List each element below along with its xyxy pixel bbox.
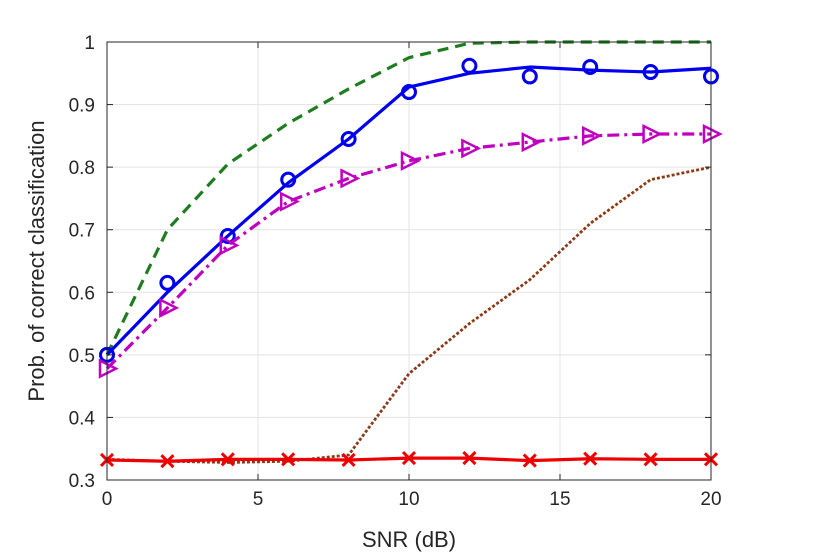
data-point-circle (521, 68, 538, 85)
x-axis-label: SNR (dB) (362, 527, 456, 552)
data-point-triangle (702, 123, 723, 145)
x-tick-label: 10 (398, 489, 419, 510)
series-magenta-dashdot-triangle (98, 123, 723, 379)
y-axis-label: Prob. of correct classification (24, 120, 49, 401)
data-point-circle (340, 130, 357, 147)
data-point-triangle (159, 297, 180, 318)
data-point-x (643, 452, 658, 467)
data-point-x (522, 453, 537, 468)
data-point-triangle (461, 138, 482, 159)
y-tick-label: 0.7 (69, 221, 95, 242)
x-tick-label: 0 (102, 489, 113, 510)
data-point-triangle (581, 125, 602, 146)
data-point-x (220, 452, 235, 467)
series-line-brown-dotted (106, 165, 712, 464)
data-point-triangle (279, 191, 300, 212)
data-point-x (462, 451, 477, 466)
data-point-triangle (219, 235, 240, 256)
data-point-triangle (340, 168, 361, 189)
y-tick-label: 0.9 (69, 96, 95, 117)
data-point-circle (219, 227, 236, 244)
data-point-circle (280, 171, 297, 188)
data-point-x (583, 451, 598, 466)
data-point-triangle (98, 358, 119, 379)
series-green-dashed (105, 40, 711, 356)
ticks: 0 5 10 15 20 0.3 0.4 0.5 0.6 0.7 0.8 0.9 1 (69, 33, 722, 510)
data-point-triangle (400, 150, 421, 171)
data-point-circle (642, 64, 659, 81)
series-brown-dotted (106, 165, 712, 464)
data-point-x (341, 452, 356, 468)
data-point-x (160, 454, 175, 469)
x-tick-label: 5 (253, 489, 264, 510)
series-red-solid-x (99, 451, 719, 469)
series-line-green-dashed (105, 40, 711, 356)
y-tick-label: 0.4 (69, 408, 96, 429)
y-tick-label: 0.3 (69, 471, 95, 492)
data-point-x (401, 451, 417, 466)
data-point-circle (582, 59, 599, 76)
data-point-circle (461, 57, 478, 74)
series-layer (98, 40, 723, 469)
data-point-circle (401, 84, 417, 101)
data-point-circle (159, 274, 176, 291)
data-point-triangle (642, 123, 663, 145)
data-point-triangle (521, 132, 542, 153)
y-tick-label: 0.6 (69, 283, 95, 304)
series-line-magenta-dashdot-triangle (105, 132, 711, 370)
y-tick-label: 1 (84, 33, 95, 54)
x-tick-label: 20 (700, 489, 721, 510)
y-tick-label: 0.5 (69, 346, 95, 367)
data-point-x (281, 452, 296, 467)
x-tick-label: 15 (549, 489, 570, 510)
y-tick-label: 0.8 (69, 158, 95, 179)
